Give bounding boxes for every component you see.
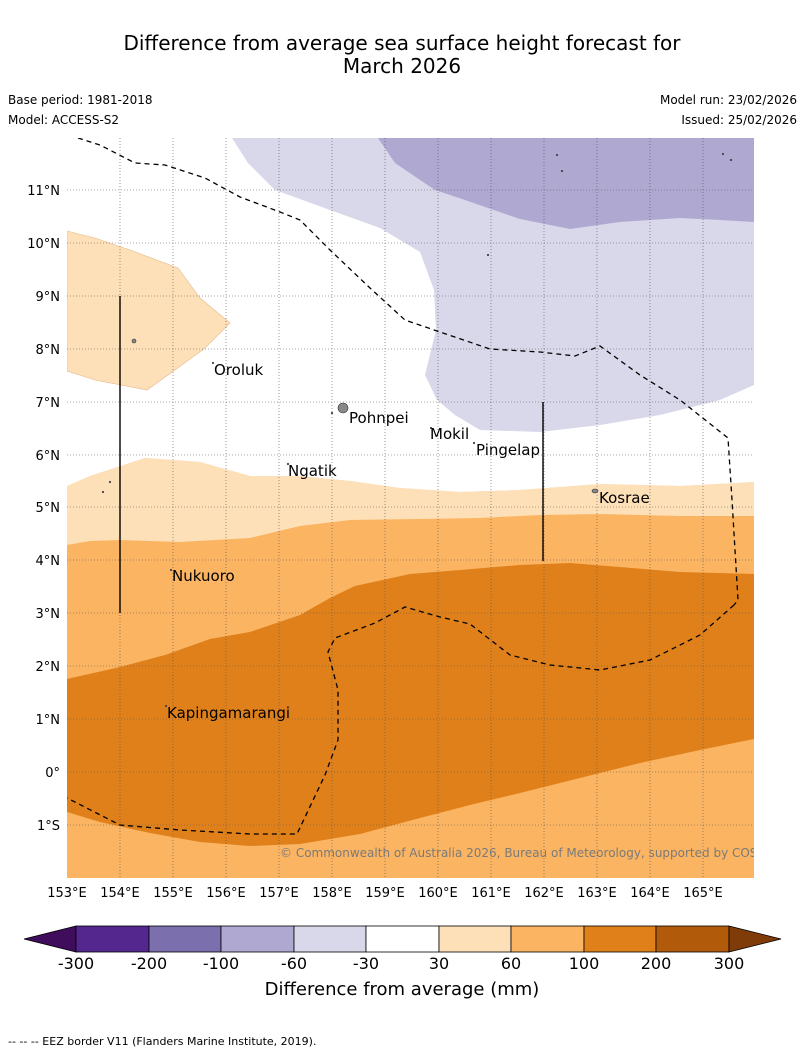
lon-label: 154°E (100, 886, 140, 901)
issued-date: Issued: 25/02/2026 (681, 113, 797, 127)
island-markers (101, 152, 733, 708)
lon-label: 158°E (312, 886, 352, 901)
colorbar-segment (655, 925, 730, 953)
longitude-labels: 153°E 154°E 155°E 156°E 157°E 158°E 159°… (47, 886, 723, 901)
colorbar-label: Difference from average (mm) (265, 979, 540, 1000)
place-nukuoro: Nukuoro (172, 567, 235, 585)
place-oroluk: Oroluk (214, 361, 263, 379)
colorbar: -300 -200 -100 -60 -30 30 60 100 200 300… (23, 925, 782, 1000)
lat-label: 6°N (36, 449, 61, 464)
colorbar-tick: 300 (714, 954, 745, 973)
colorbar-tick: -200 (131, 954, 167, 973)
colorbar-segment (293, 925, 367, 953)
model-name: Model: ACCESS-S2 (8, 113, 120, 127)
colorbar-segment (220, 925, 295, 953)
lat-label: 1°N (36, 713, 61, 728)
chart-title: Difference from average sea surface heig… (0, 32, 804, 78)
band-30-60-patch (67, 230, 231, 391)
colorbar-segment (510, 925, 585, 953)
lat-label: 7°N (36, 396, 61, 411)
lat-label: 3°N (36, 607, 61, 622)
grid-lines (67, 138, 754, 878)
eez-footnote: -- -- -- EEZ border V11 (Flanders Marine… (8, 1035, 317, 1048)
title-line-1: Difference from average sea surface heig… (123, 31, 681, 55)
colorbar-segment (365, 925, 440, 953)
title-line-2: March 2026 (342, 54, 462, 78)
base-period: Base period: 1981-2018 (8, 93, 153, 107)
band-minus100-minus60-region (378, 138, 754, 229)
lat-label: 10°N (27, 237, 60, 252)
place-ngatik: Ngatik (288, 462, 337, 480)
colorbar-tick: 100 (569, 954, 600, 973)
lon-label: 161°E (471, 886, 511, 901)
lon-label: 165°E (683, 886, 723, 901)
latitude-labels: 11°N 10°N 9°N 8°N 7°N 6°N 5°N 4°N 3°N 2°… (27, 184, 60, 834)
place-labels: Oroluk Pohnpei Mokil Ngatik Pingelap Kos… (167, 361, 650, 722)
map-area: Oroluk Pohnpei Mokil Ngatik Pingelap Kos… (67, 138, 785, 878)
colorbar-segment (75, 925, 150, 953)
lon-label: 162°E (524, 886, 564, 901)
band-100-200-region (67, 563, 754, 846)
colorbar-tick: -300 (58, 954, 94, 973)
colorbar-segment (583, 925, 657, 953)
place-kosrae: Kosrae (599, 489, 650, 507)
colorbar-segment (148, 925, 222, 953)
lat-label: 5°N (36, 501, 61, 516)
lat-label: 0° (45, 766, 60, 781)
eez-border-south (67, 604, 735, 835)
colorbar-tick: -100 (203, 954, 239, 973)
lat-label: 8°N (36, 343, 61, 358)
colorbar-segment (438, 925, 512, 953)
lon-label: 164°E (630, 886, 670, 901)
colorbar-ticks: -300 -200 -100 -60 -30 30 60 100 200 300 (58, 954, 744, 973)
place-kapingamarangi: Kapingamarangi (167, 704, 290, 722)
colorbar-tick: 200 (641, 954, 672, 973)
lon-label: 153°E (47, 886, 87, 901)
lat-label: 9°N (36, 290, 61, 305)
lon-label: 155°E (153, 886, 193, 901)
band-30-60-region (67, 458, 754, 545)
colorbar-tick: -30 (353, 954, 379, 973)
lat-label: 1°S (37, 819, 60, 834)
lon-label: 159°E (365, 886, 405, 901)
model-run-date: Model run: 23/02/2026 (659, 93, 797, 107)
colorbar-extend-high (728, 925, 782, 953)
eez-border-north (77, 138, 739, 606)
colorbar-tick: 60 (501, 954, 521, 973)
lat-label: 4°N (36, 554, 61, 569)
place-mokil: Mokil (430, 425, 469, 443)
colorbar-extend-low (23, 925, 77, 953)
lon-label: 163°E (577, 886, 617, 901)
lon-label: 156°E (206, 886, 246, 901)
lon-label: 157°E (259, 886, 299, 901)
lat-label: 2°N (36, 660, 61, 675)
colorbar-tick: 30 (429, 954, 449, 973)
place-pohnpei: Pohnpei (349, 409, 409, 427)
lon-label: 160°E (418, 886, 458, 901)
place-pingelap: Pingelap (476, 441, 540, 459)
copyright-credit: © Commonwealth of Australia 2026, Bureau… (280, 846, 785, 860)
colorbar-tick: -60 (281, 954, 307, 973)
lat-label: 11°N (27, 184, 60, 199)
